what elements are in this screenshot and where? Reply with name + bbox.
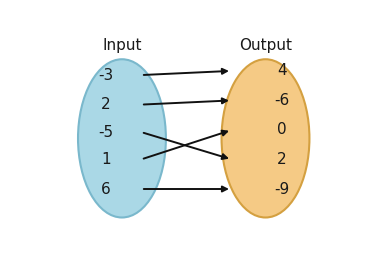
Ellipse shape <box>222 59 310 218</box>
Text: 4: 4 <box>277 63 287 78</box>
Text: Output: Output <box>239 38 292 53</box>
Text: -6: -6 <box>274 93 289 108</box>
Text: 6: 6 <box>101 181 111 196</box>
Text: 2: 2 <box>277 152 287 167</box>
Text: 2: 2 <box>101 97 111 112</box>
Text: 1: 1 <box>101 152 111 167</box>
Text: -9: -9 <box>274 181 289 196</box>
Ellipse shape <box>78 59 166 218</box>
Text: -3: -3 <box>98 68 113 82</box>
Text: -5: -5 <box>98 125 113 139</box>
Text: 0: 0 <box>277 122 287 138</box>
Text: Input: Input <box>102 38 142 53</box>
